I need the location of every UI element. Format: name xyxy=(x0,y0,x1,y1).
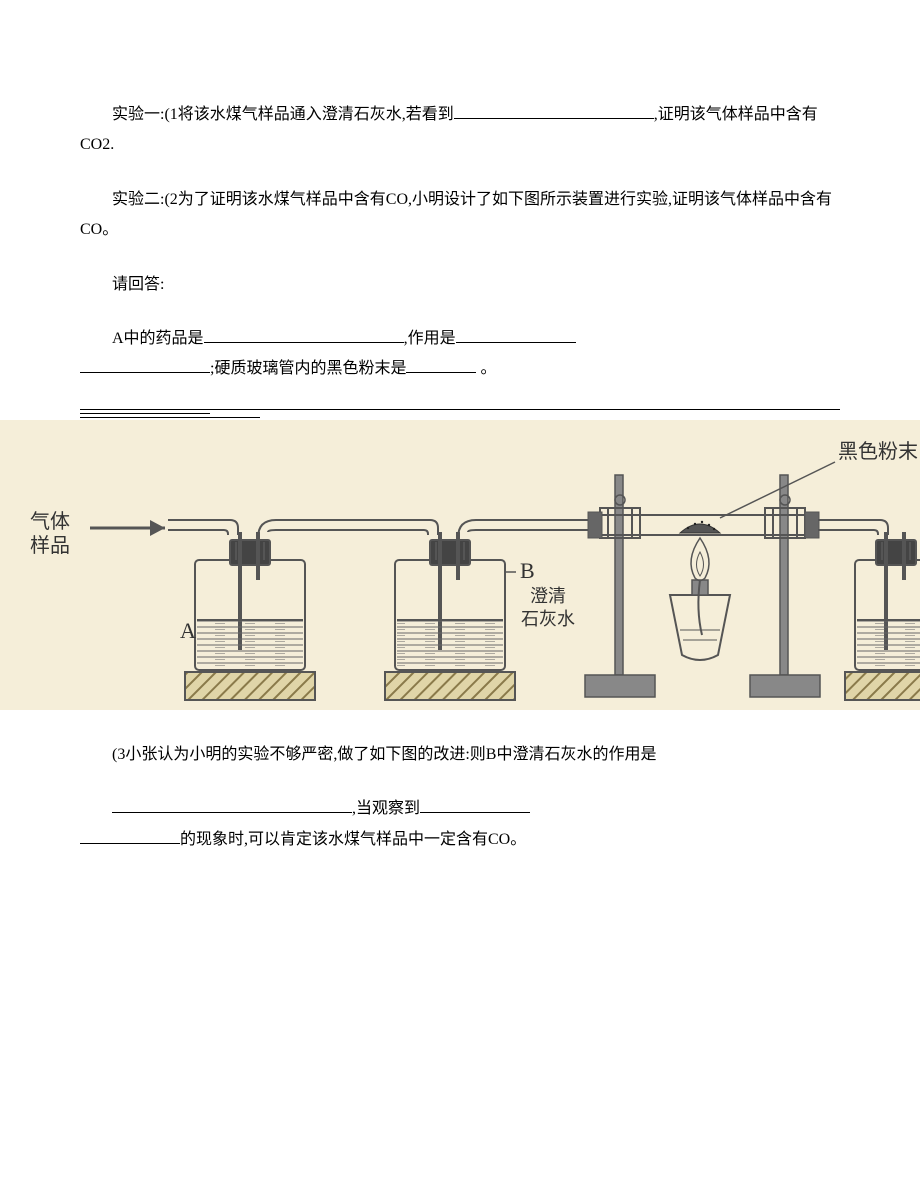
q-a-text3: ;硬质玻璃管内的黑色粉末是 xyxy=(210,360,406,377)
q3-text: (3小张认为小明的实验不够严密,做了如下图的改进:则B中澄清石灰水的作用是 xyxy=(112,746,656,763)
question-A-paragraph: A中的药品是 ,作用是 ;硬质玻璃管内的黑色粉末是 。 xyxy=(80,324,840,385)
blank-observe-1[interactable] xyxy=(420,795,530,814)
q3b-a: ,当观察到 xyxy=(352,800,420,817)
experiment-1-paragraph: 实验一:(1将该水煤气样品通入澄清石灰水,若看到,证明该气体样品中含有CO2. xyxy=(80,100,840,161)
q-a-text2: ,作用是 xyxy=(404,330,456,347)
blank-observation-1[interactable] xyxy=(454,100,654,119)
q-a-text1: A中的药品是 xyxy=(112,330,204,347)
blank-powder[interactable] xyxy=(406,355,476,374)
underline-3 xyxy=(80,417,260,418)
blank-B-function[interactable] xyxy=(112,795,352,814)
blank-observe-2[interactable] xyxy=(80,825,180,844)
question-3b-paragraph: ,当观察到 的现象时,可以肯定该水煤气样品中一定含有CO。 xyxy=(80,794,840,855)
document-page: 实验一:(1将该水煤气样品通入澄清石灰水,若看到,证明该气体样品中含有CO2. … xyxy=(0,0,920,939)
apparatus-diagram-container: 气体样品 黑色粉末 xyxy=(0,420,920,710)
q-a-text4: 。 xyxy=(476,360,496,377)
label-A: A xyxy=(180,618,196,643)
exp1-text-a: 实验一:(1将该水煤气样品通入澄清石灰水,若看到 xyxy=(112,106,454,123)
q3b-b: 的现象时,可以肯定该水煤气样品中一定含有CO。 xyxy=(180,831,526,848)
label-B: B xyxy=(520,558,535,583)
question-3-paragraph: (3小张认为小明的实验不够严密,做了如下图的改进:则B中澄清石灰水的作用是 xyxy=(80,740,840,770)
blank-function-2[interactable] xyxy=(80,355,210,374)
underline-block xyxy=(80,409,840,418)
experiment-2-intro: 实验二:(2为了证明该水煤气样品中含有CO,小明设计了如下图所示装置进行实验,证… xyxy=(80,185,840,246)
underline-2 xyxy=(80,413,210,414)
please-answer: 请回答: xyxy=(80,270,840,300)
blank-function-1[interactable] xyxy=(456,324,576,343)
underline-1 xyxy=(80,409,840,410)
blank-reagent-A[interactable] xyxy=(204,324,404,343)
apparatus-diagram: 气体样品 黑色粉末 xyxy=(0,420,920,710)
limewater-label: 澄清石灰水 xyxy=(518,585,578,632)
apparatus-svg: A B xyxy=(0,420,920,710)
